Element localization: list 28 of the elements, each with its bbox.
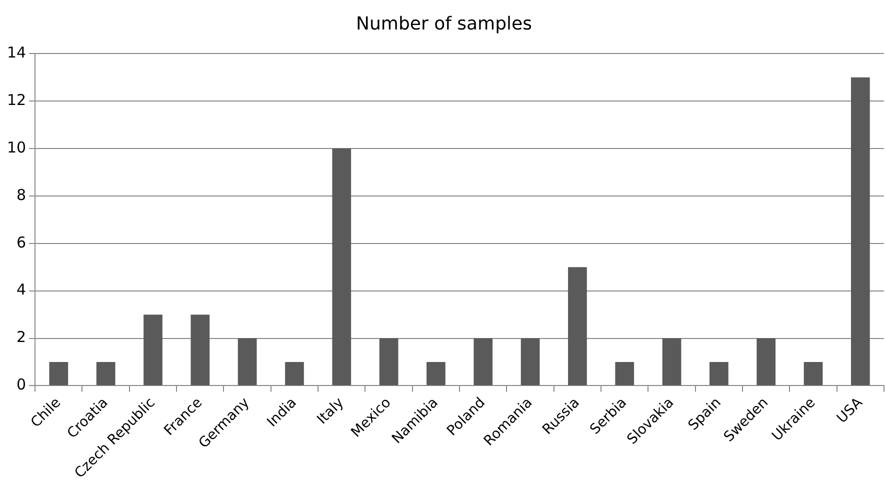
y-tick-label: 8 — [16, 186, 26, 204]
bar — [285, 362, 304, 386]
bar — [474, 338, 493, 386]
bar — [49, 362, 68, 386]
bar — [190, 314, 210, 386]
bar — [96, 362, 116, 386]
bar — [756, 338, 776, 386]
y-tick-label: 14 — [6, 43, 26, 62]
bar — [568, 267, 587, 386]
x-tick-label: USA — [834, 394, 866, 427]
y-tick-label: 4 — [16, 280, 26, 299]
y-tick-label: 6 — [16, 233, 26, 252]
y-tick-label: 10 — [6, 138, 26, 156]
y-tick-label: 12 — [6, 90, 26, 109]
y-tick-label: 0 — [16, 376, 26, 394]
bar — [615, 362, 634, 386]
bar — [332, 148, 352, 386]
y-tick-label: 2 — [16, 328, 26, 346]
bar — [804, 362, 823, 386]
bar — [520, 338, 540, 386]
bar — [238, 338, 257, 386]
bar — [662, 338, 682, 386]
bar — [850, 77, 870, 386]
chart-title: Number of samples — [356, 13, 532, 34]
bar — [426, 362, 446, 386]
bar — [379, 338, 398, 386]
bar — [144, 314, 162, 386]
bar — [710, 362, 728, 386]
